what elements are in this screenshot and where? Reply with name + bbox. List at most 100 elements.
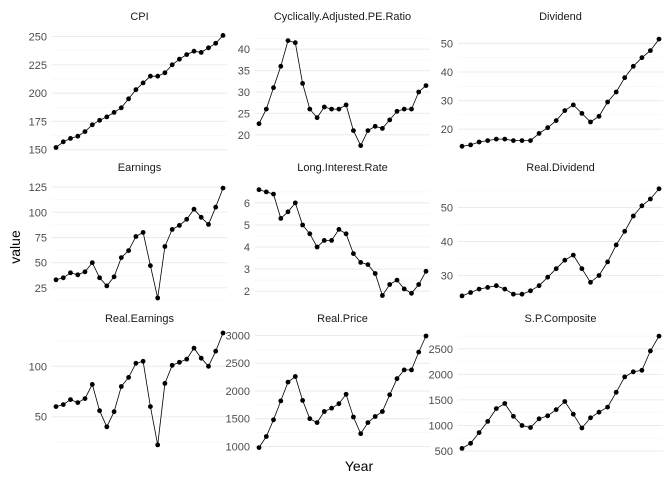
series-line (55, 35, 224, 148)
series-line (258, 189, 427, 297)
data-point (596, 113, 602, 119)
data-point (177, 56, 182, 62)
data-point (155, 73, 161, 79)
y-tick-label: 25 (238, 108, 250, 120)
data-point (596, 273, 602, 278)
data-point (111, 409, 117, 415)
data-point (365, 262, 371, 267)
y-tick-label: 35 (238, 66, 250, 78)
data-point (177, 359, 182, 365)
data-point (169, 362, 175, 368)
facet-title: Real.Earnings (105, 313, 175, 325)
data-point (536, 131, 542, 136)
y-tick-label: 50 (35, 258, 47, 270)
data-point (394, 376, 400, 382)
y-tick-label: 250 (29, 32, 47, 44)
data-point (220, 185, 226, 191)
data-point (60, 139, 66, 145)
data-point (220, 330, 226, 336)
data-point (605, 404, 610, 410)
data-point (416, 89, 422, 95)
y-tick-label: 20 (238, 130, 250, 142)
facet-title: Dividend (539, 11, 582, 23)
data-point (278, 398, 284, 404)
data-point (639, 55, 645, 61)
data-point (329, 405, 334, 411)
y-tick-label: 125 (29, 182, 47, 194)
data-point (562, 399, 568, 404)
data-point (605, 259, 610, 265)
y-tick-label: 40 (441, 237, 453, 249)
y-tick-label: 3000 (226, 330, 250, 342)
series-line (461, 335, 660, 449)
data-point (75, 400, 81, 405)
data-point (570, 252, 576, 258)
series-line (461, 38, 660, 147)
data-point (409, 290, 414, 296)
data-point (198, 50, 204, 55)
data-point (213, 204, 219, 210)
y-tick-label: 40 (238, 44, 250, 56)
data-point (613, 389, 619, 395)
data-point (162, 244, 168, 249)
x-axis-title: Year (345, 458, 374, 474)
data-point (485, 285, 491, 290)
data-point (148, 73, 153, 79)
data-point (292, 374, 298, 379)
data-point (300, 222, 305, 228)
data-point (493, 283, 499, 289)
data-point (553, 266, 559, 272)
data-point (493, 406, 499, 411)
data-point (104, 424, 110, 430)
y-tick-label: 25 (35, 283, 47, 295)
data-point (570, 102, 576, 108)
y-tick-label: 20 (441, 124, 453, 136)
y-tick-label: 150 (29, 145, 47, 157)
y-tick-label: 100 (29, 207, 47, 219)
data-point (184, 52, 190, 57)
y-tick-label: 5 (244, 220, 250, 232)
data-point (387, 117, 393, 123)
data-point (285, 379, 291, 385)
data-point (300, 398, 305, 403)
data-point (97, 275, 102, 281)
facet-panel: 1000 1500 2000 2500 3000 Real.Price (226, 313, 430, 453)
data-point (351, 251, 356, 256)
data-point (140, 230, 146, 235)
data-point (485, 419, 491, 424)
y-tick-label: 40 (441, 67, 453, 79)
data-point (75, 272, 81, 278)
data-point (82, 129, 88, 135)
data-point (656, 186, 662, 192)
data-point (656, 333, 662, 339)
data-point (588, 279, 593, 285)
facet-panel: 50 100 Real.Earnings (29, 313, 227, 448)
data-point (111, 110, 117, 115)
data-point (126, 375, 131, 380)
data-point (89, 382, 95, 387)
data-point (263, 106, 269, 112)
data-point (351, 414, 356, 420)
data-point (343, 102, 349, 108)
data-point (605, 99, 610, 105)
data-point (53, 145, 59, 150)
data-point (126, 248, 131, 254)
data-point (485, 138, 491, 144)
data-point (278, 216, 284, 221)
data-point (351, 128, 356, 134)
data-point (213, 40, 219, 46)
data-point (372, 123, 378, 129)
data-point (263, 434, 269, 439)
y-tick-label: 3 (244, 264, 250, 276)
data-point (271, 191, 276, 197)
y-tick-label: 50 (441, 203, 453, 215)
y-tick-label: 30 (238, 87, 250, 99)
data-point (622, 228, 628, 234)
data-point (468, 440, 473, 446)
data-point (365, 420, 371, 425)
data-point (140, 358, 146, 364)
y-tick-label: 2000 (226, 386, 250, 398)
y-tick-label: 1500 (226, 414, 250, 426)
facet-panel: 30 40 50 Real.Dividend (441, 162, 663, 299)
data-point (622, 374, 628, 380)
